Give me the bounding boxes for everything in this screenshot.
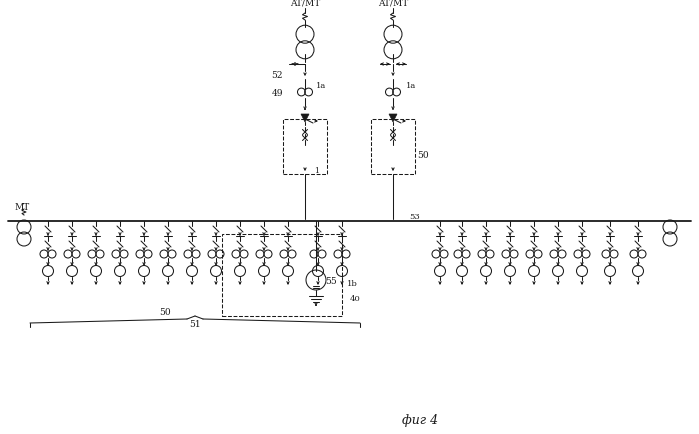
Text: 50: 50	[159, 308, 171, 317]
Text: 1a: 1a	[406, 82, 416, 90]
Bar	[283, 120, 327, 174]
Text: 40: 40	[350, 294, 361, 302]
Text: 53: 53	[410, 213, 420, 220]
Text: 49: 49	[271, 88, 283, 97]
Text: 55: 55	[325, 277, 337, 286]
Text: 1b: 1b	[347, 279, 358, 288]
Text: AT/MT: AT/MT	[290, 0, 320, 7]
Bar	[222, 234, 342, 316]
Text: фиг 4: фиг 4	[402, 414, 438, 427]
Text: 50: 50	[417, 150, 428, 159]
Polygon shape	[301, 115, 309, 123]
Text: 1: 1	[314, 167, 319, 174]
Text: MT: MT	[15, 203, 29, 212]
Bar	[371, 120, 415, 174]
Text: 51: 51	[189, 320, 201, 329]
Text: AT/MT: AT/MT	[378, 0, 408, 7]
Polygon shape	[389, 115, 397, 123]
Text: 1a: 1a	[316, 82, 326, 90]
Text: 52: 52	[271, 71, 283, 80]
